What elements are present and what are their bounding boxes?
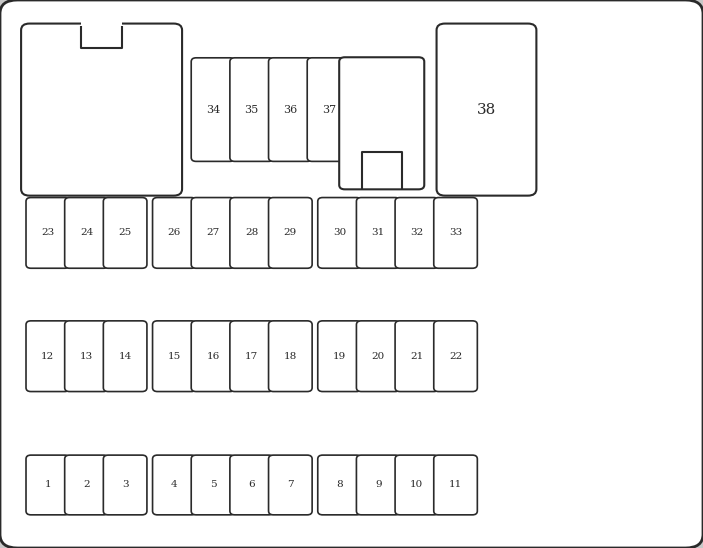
FancyBboxPatch shape bbox=[269, 455, 312, 515]
Text: 2: 2 bbox=[83, 481, 90, 489]
Text: 31: 31 bbox=[372, 229, 385, 237]
Text: 32: 32 bbox=[411, 229, 423, 237]
FancyBboxPatch shape bbox=[318, 198, 361, 269]
Text: 25: 25 bbox=[119, 229, 131, 237]
FancyBboxPatch shape bbox=[395, 198, 439, 269]
FancyBboxPatch shape bbox=[356, 455, 400, 515]
Text: 1: 1 bbox=[44, 481, 51, 489]
FancyBboxPatch shape bbox=[103, 455, 147, 515]
Text: 19: 19 bbox=[333, 352, 346, 361]
Text: 22: 22 bbox=[449, 352, 462, 361]
FancyBboxPatch shape bbox=[318, 321, 361, 391]
FancyBboxPatch shape bbox=[26, 321, 70, 391]
Text: 8: 8 bbox=[336, 481, 343, 489]
FancyBboxPatch shape bbox=[230, 58, 273, 161]
Text: 26: 26 bbox=[168, 229, 181, 237]
FancyBboxPatch shape bbox=[26, 455, 70, 515]
Text: 37: 37 bbox=[322, 105, 336, 115]
FancyBboxPatch shape bbox=[318, 455, 361, 515]
Bar bbox=[361, 174, 402, 187]
FancyBboxPatch shape bbox=[395, 321, 439, 391]
FancyBboxPatch shape bbox=[356, 321, 400, 391]
Text: 21: 21 bbox=[411, 352, 423, 361]
FancyBboxPatch shape bbox=[307, 58, 351, 161]
FancyBboxPatch shape bbox=[103, 321, 147, 391]
Text: 36: 36 bbox=[283, 105, 297, 115]
Text: 30: 30 bbox=[333, 229, 346, 237]
FancyBboxPatch shape bbox=[191, 198, 235, 269]
Text: 12: 12 bbox=[41, 352, 54, 361]
Text: 29: 29 bbox=[284, 229, 297, 237]
Bar bbox=[81, 19, 122, 33]
Text: 11: 11 bbox=[449, 481, 462, 489]
FancyBboxPatch shape bbox=[395, 455, 439, 515]
FancyBboxPatch shape bbox=[230, 198, 273, 269]
Text: 9: 9 bbox=[375, 481, 382, 489]
FancyBboxPatch shape bbox=[191, 321, 235, 391]
Text: 10: 10 bbox=[411, 481, 423, 489]
Text: 6: 6 bbox=[248, 481, 255, 489]
FancyBboxPatch shape bbox=[437, 24, 536, 196]
FancyBboxPatch shape bbox=[153, 198, 196, 269]
FancyBboxPatch shape bbox=[21, 24, 182, 196]
FancyBboxPatch shape bbox=[269, 58, 312, 161]
Text: 23: 23 bbox=[41, 229, 54, 237]
FancyBboxPatch shape bbox=[191, 455, 235, 515]
Text: 17: 17 bbox=[245, 352, 258, 361]
FancyBboxPatch shape bbox=[65, 455, 108, 515]
Text: 4: 4 bbox=[171, 481, 178, 489]
Text: 14: 14 bbox=[119, 352, 131, 361]
FancyBboxPatch shape bbox=[153, 455, 196, 515]
FancyBboxPatch shape bbox=[230, 455, 273, 515]
FancyBboxPatch shape bbox=[269, 321, 312, 391]
Text: 27: 27 bbox=[207, 229, 219, 237]
Text: 13: 13 bbox=[80, 352, 93, 361]
FancyBboxPatch shape bbox=[191, 58, 235, 161]
FancyBboxPatch shape bbox=[65, 321, 108, 391]
Text: 18: 18 bbox=[284, 352, 297, 361]
Text: 20: 20 bbox=[372, 352, 385, 361]
FancyBboxPatch shape bbox=[434, 321, 477, 391]
Text: 5: 5 bbox=[209, 481, 217, 489]
Text: 3: 3 bbox=[122, 481, 129, 489]
FancyBboxPatch shape bbox=[339, 58, 425, 190]
FancyBboxPatch shape bbox=[434, 198, 477, 269]
Text: 33: 33 bbox=[449, 229, 462, 237]
FancyBboxPatch shape bbox=[65, 198, 108, 269]
Text: 16: 16 bbox=[207, 352, 219, 361]
FancyBboxPatch shape bbox=[356, 198, 400, 269]
FancyBboxPatch shape bbox=[153, 321, 196, 391]
Text: 38: 38 bbox=[477, 102, 496, 117]
FancyBboxPatch shape bbox=[230, 321, 273, 391]
Text: 35: 35 bbox=[245, 105, 259, 115]
FancyBboxPatch shape bbox=[26, 198, 70, 269]
Text: 24: 24 bbox=[80, 229, 93, 237]
Text: 34: 34 bbox=[206, 105, 220, 115]
Text: 28: 28 bbox=[245, 229, 258, 237]
FancyBboxPatch shape bbox=[103, 198, 147, 269]
FancyBboxPatch shape bbox=[434, 455, 477, 515]
Text: 15: 15 bbox=[168, 352, 181, 361]
Text: 7: 7 bbox=[287, 481, 294, 489]
FancyBboxPatch shape bbox=[269, 198, 312, 269]
